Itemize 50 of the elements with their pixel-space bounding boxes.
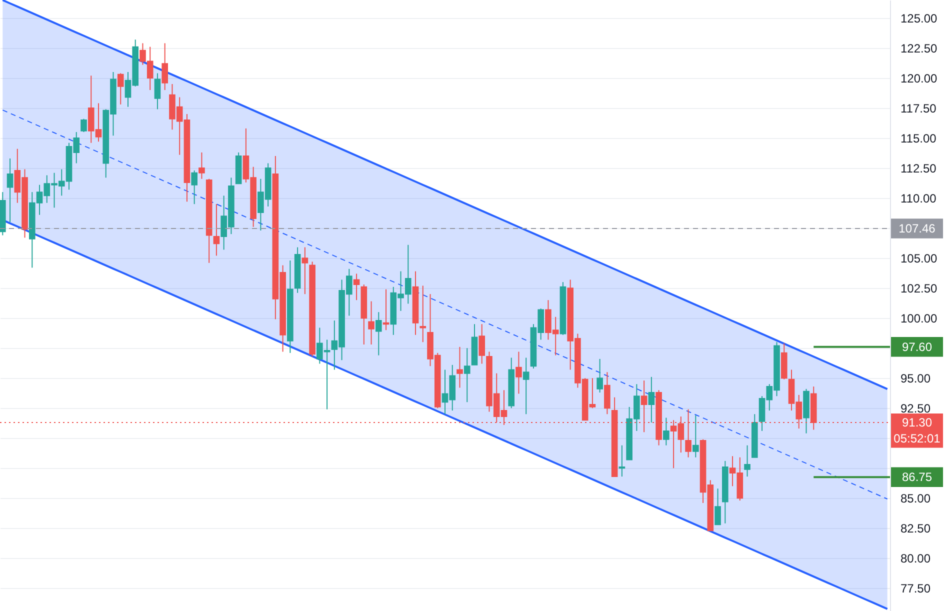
line-series	[2, 110, 888, 500]
candlestick	[117, 72, 124, 105]
ref-line-label: 107.46	[898, 222, 936, 236]
candlestick	[604, 372, 610, 415]
ref-line-label: 91.30	[902, 416, 932, 430]
candlestick	[478, 324, 486, 364]
y-tick-label: 100.00	[900, 312, 938, 326]
y-tick-label: 120.00	[900, 72, 938, 86]
y-tick-label: 117.50	[900, 102, 937, 116]
candlestick	[714, 488, 721, 526]
y-tick-label: 102.50	[900, 282, 938, 296]
candlestick	[154, 72, 161, 110]
y-tick-label: 125.00	[900, 12, 938, 26]
y-tick-label: 112.50	[900, 162, 937, 176]
candlestick	[375, 312, 382, 356]
y-tick-label: 77.50	[900, 582, 931, 596]
candlestick	[744, 444, 750, 478]
y-tick-label: 95.00	[900, 372, 931, 386]
ref-line-label: 97.60	[902, 340, 932, 354]
y-tick-label: 82.50	[900, 522, 931, 536]
candlestick	[213, 204, 220, 256]
candlestick	[596, 358, 603, 394]
candlestick	[522, 357, 530, 415]
candlestick	[80, 118, 87, 133]
y-tick-label: 80.00	[900, 552, 931, 566]
y-tick-label: 110.00	[900, 192, 937, 206]
candlestick	[6, 158, 14, 223]
y-tick-label: 92.50	[900, 402, 931, 416]
candlestick	[353, 273, 360, 301]
candlestick	[382, 288, 390, 331]
candlestick	[692, 414, 699, 458]
candlestick	[663, 417, 670, 446]
y-tick-label: 85.00	[900, 492, 931, 506]
candlestick	[198, 152, 205, 180]
y-tick-label: 115.00	[900, 132, 937, 146]
candlestick	[420, 285, 426, 343]
candlestick	[464, 348, 470, 403]
candlestick	[648, 376, 655, 424]
ref-line-label: 86.75	[902, 470, 932, 484]
candlestick	[618, 444, 626, 478]
candlestick	[516, 351, 522, 394]
candlestick	[368, 300, 374, 346]
candlestick	[456, 346, 463, 388]
line-series	[2, 0, 888, 390]
y-tick-label: 122.50	[900, 42, 938, 56]
candlestick	[302, 246, 308, 295]
candlestick	[191, 170, 198, 205]
y-tick-label: 105.00	[900, 252, 938, 266]
candlestick	[162, 42, 168, 91]
text: 05:52:01	[894, 432, 941, 446]
